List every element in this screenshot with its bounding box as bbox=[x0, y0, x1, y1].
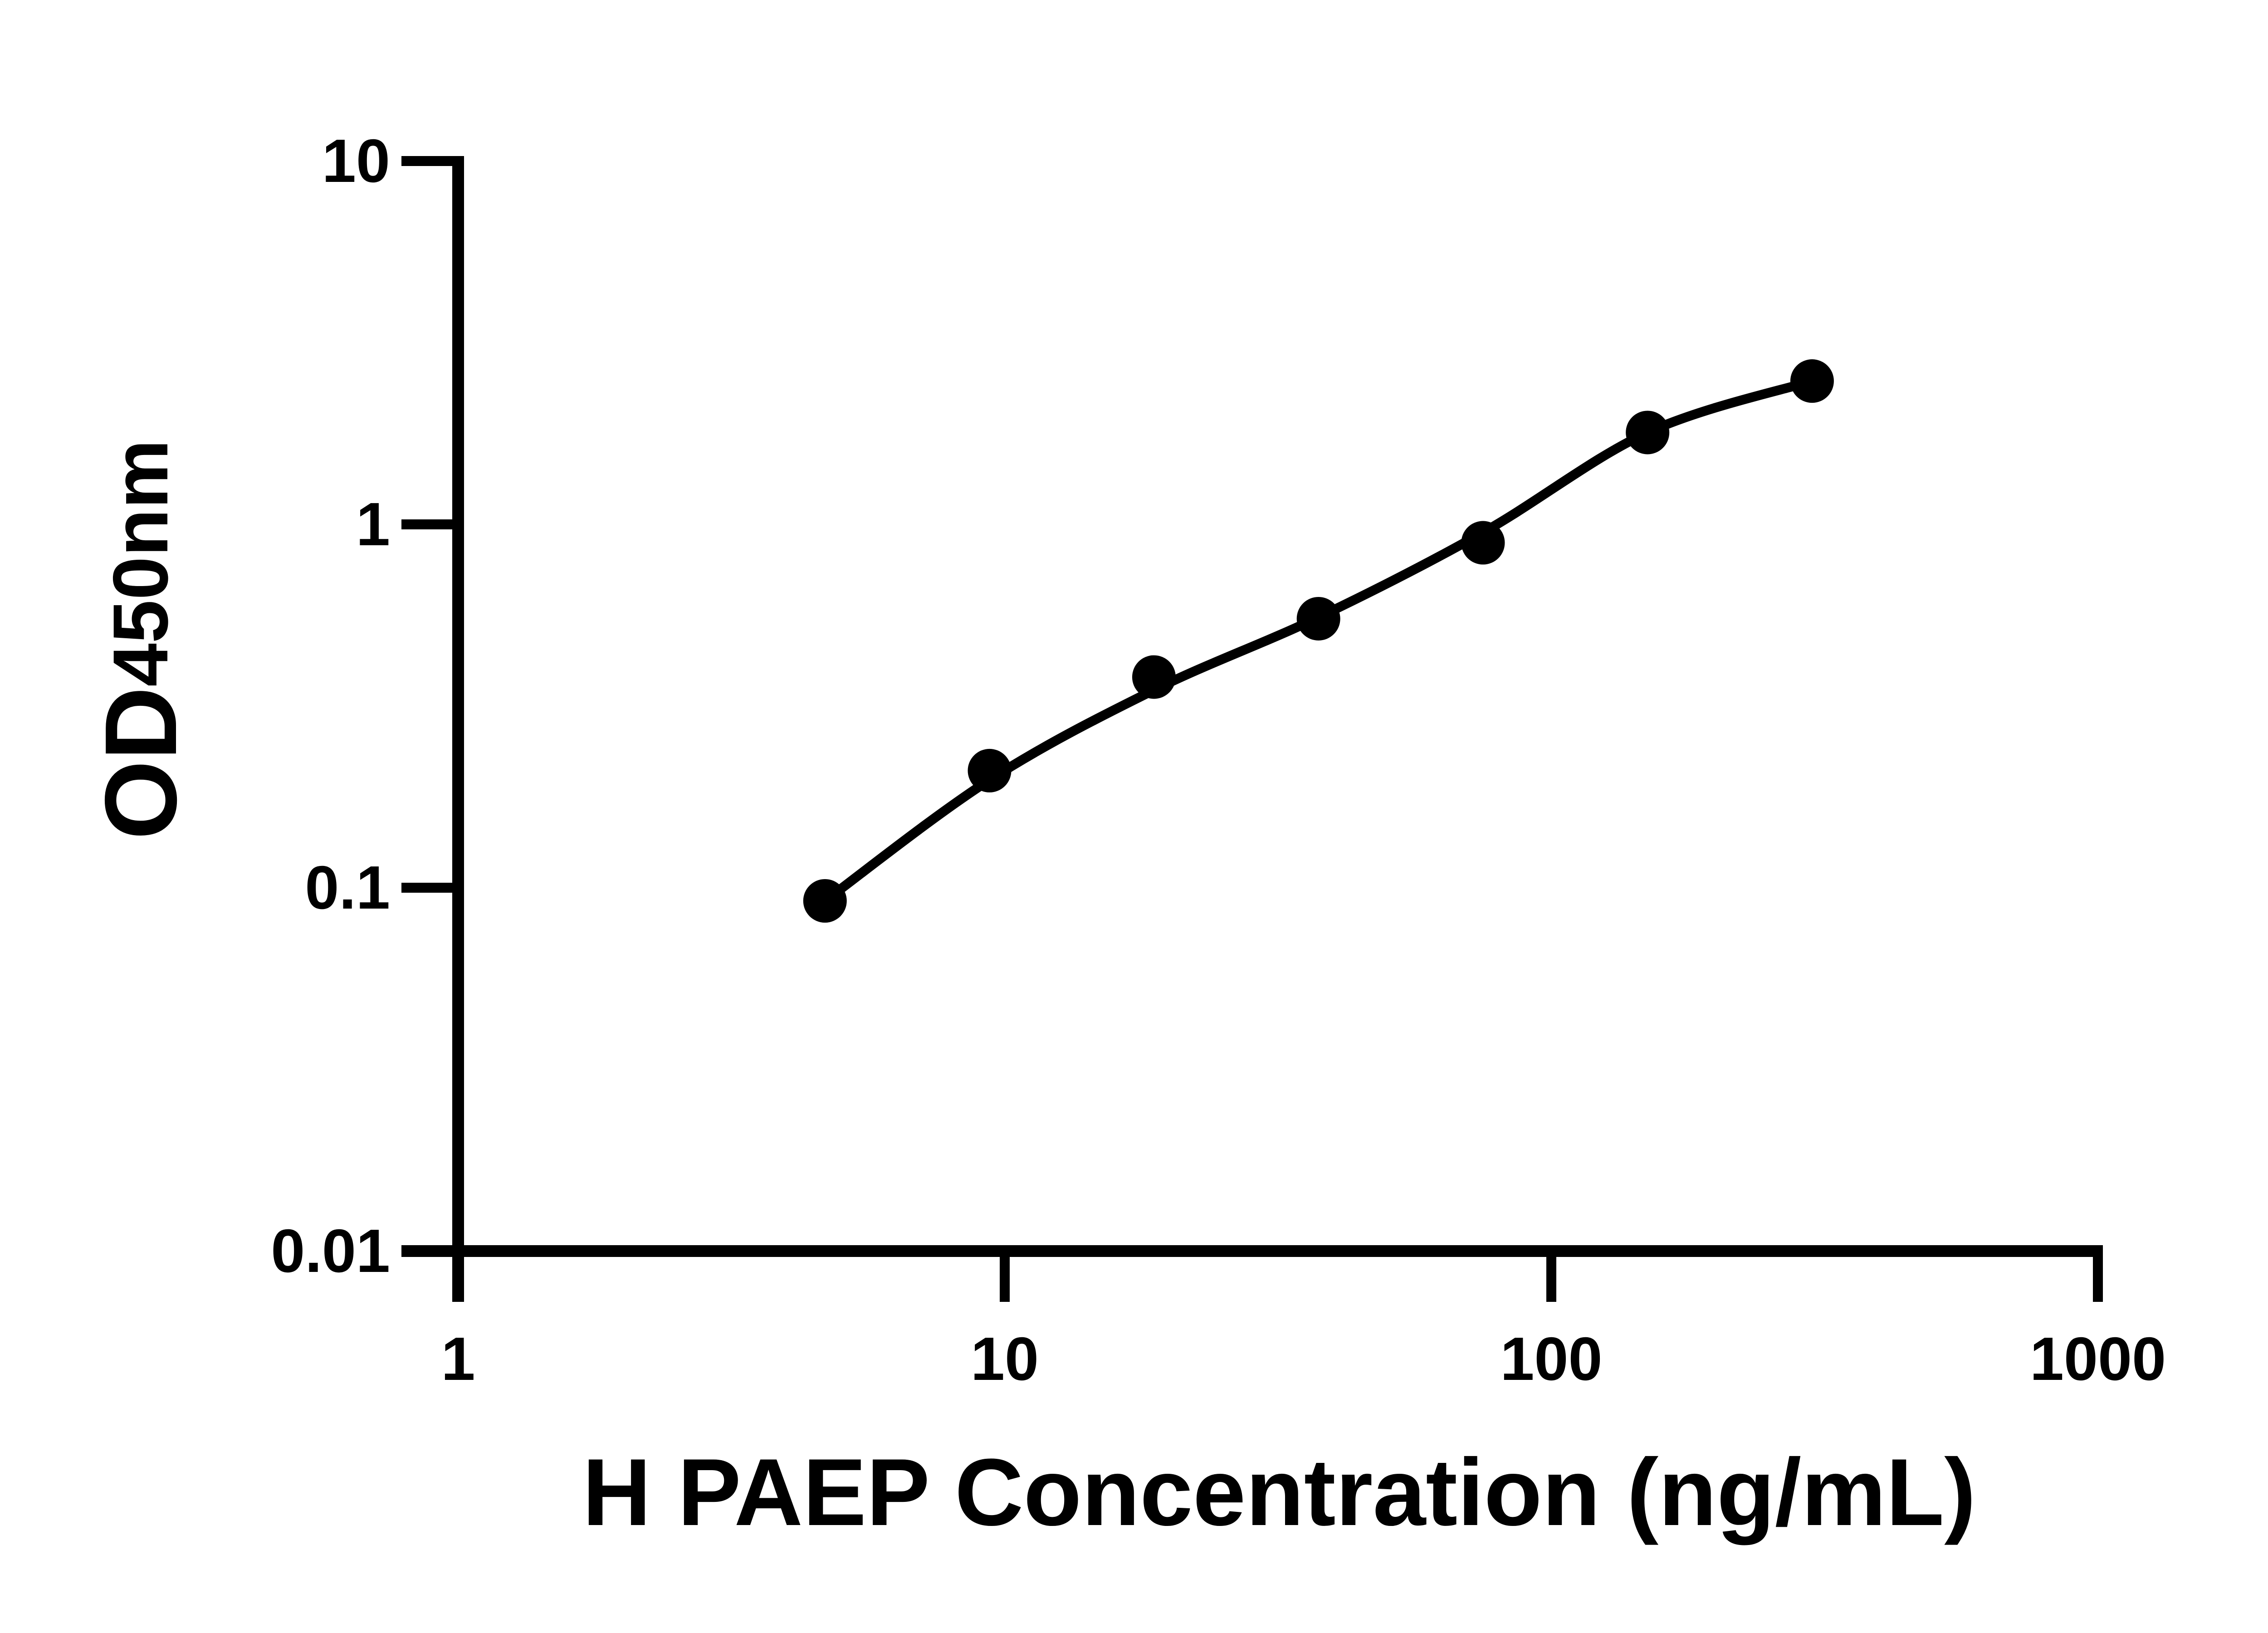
data-point-marker bbox=[968, 748, 1012, 792]
x-tick-label-1000: 1000 bbox=[2029, 1325, 2166, 1393]
fit-curve-line bbox=[822, 376, 1814, 905]
data-point-marker bbox=[1626, 411, 1670, 455]
x-tick-label-1: 1 bbox=[441, 1325, 475, 1393]
x-tick-label-100: 100 bbox=[1500, 1325, 1603, 1393]
y-axis-title-main: OD bbox=[83, 686, 198, 840]
y-axis-title: OD 450nm bbox=[73, 186, 209, 1093]
y-tick-label-10: 10 bbox=[322, 127, 390, 195]
x-axis-title: H PAEP Concentration (ng/mL) bbox=[582, 1439, 1976, 1545]
y-axis-title-subscript: 450nm bbox=[97, 439, 184, 687]
y-tick-label-1: 1 bbox=[356, 490, 390, 558]
data-point-marker bbox=[1296, 596, 1340, 640]
data-point-marker bbox=[1132, 655, 1176, 699]
x-tick-label-10: 10 bbox=[970, 1325, 1039, 1393]
y-tick-label-0.1: 0.1 bbox=[305, 853, 390, 922]
y-tick-label-0.01: 0.01 bbox=[271, 1217, 390, 1285]
data-point-marker bbox=[803, 879, 847, 923]
data-point-marker bbox=[1790, 359, 1834, 403]
data-point-marker bbox=[1461, 521, 1505, 565]
